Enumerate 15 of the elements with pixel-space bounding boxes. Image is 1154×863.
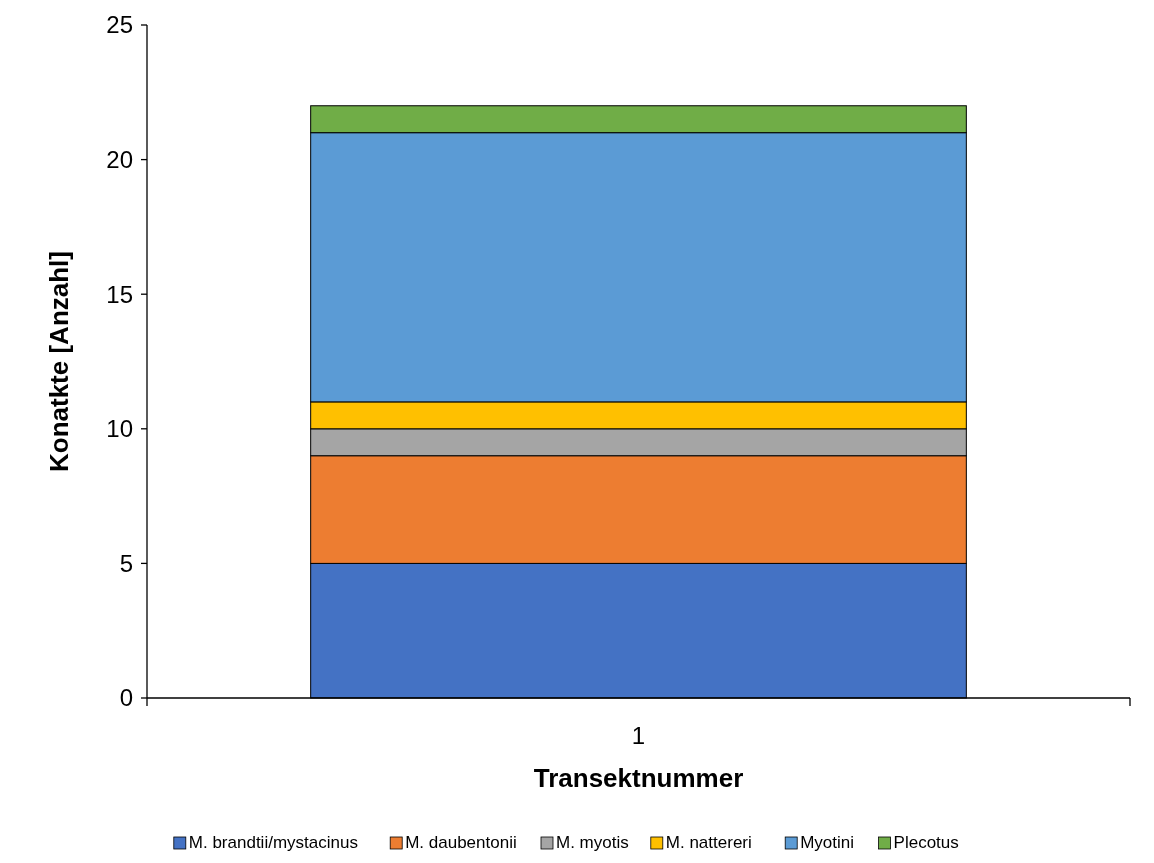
legend-label: Myotini [800, 833, 855, 852]
y-tick-label: 25 [106, 11, 133, 39]
legend-label: M. brandtii/mystacinus [188, 833, 358, 852]
y-tick-label: 20 [106, 146, 133, 173]
y-tick-label: 10 [106, 415, 133, 443]
x-tick-label: 1 [631, 722, 646, 749]
y-tick-label: 15 [106, 280, 133, 308]
legend-label: M. myotis [556, 833, 629, 852]
x-axis-title: Transektnummer [533, 763, 744, 793]
legend-label: M. nattereri [665, 833, 752, 852]
y-tick-label: 5 [119, 549, 133, 577]
legend-label: M. daubentonii [405, 833, 517, 852]
y-tick-label: 0 [119, 684, 133, 712]
legend-label: Plecotus [893, 833, 959, 852]
y-axis-title: Konatkte [Anzahl] [44, 251, 74, 472]
